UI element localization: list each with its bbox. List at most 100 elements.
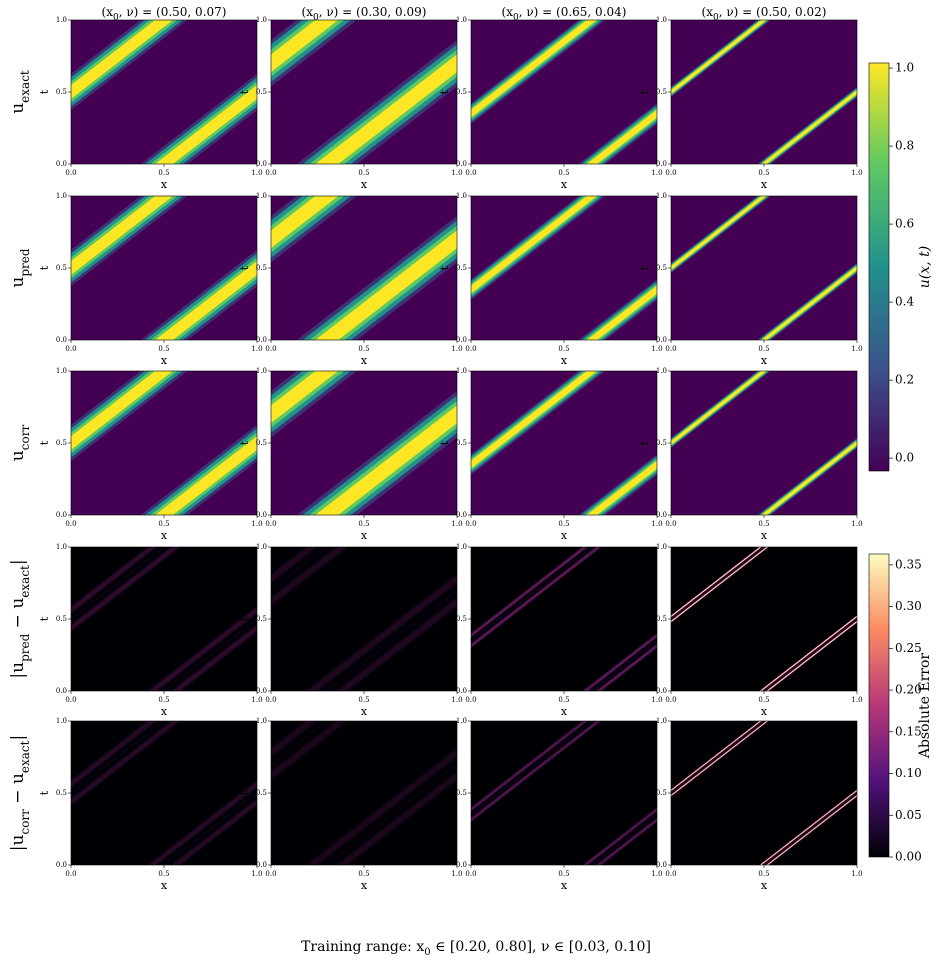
y-tick-label: 0.0 (256, 861, 267, 869)
heatmap-background (671, 20, 857, 164)
x-tick-label: 0.5 (158, 520, 169, 528)
x-tick-label: 1.0 (651, 696, 662, 704)
x-axis-label: x (361, 705, 368, 718)
column-title: (x0, ν) = (0.50, 0.02) (702, 5, 827, 23)
x-axis-label: x (761, 178, 768, 191)
x-axis-label: x (161, 705, 168, 718)
y-tick-label: 0.5 (56, 439, 67, 447)
heatmap-band (471, 547, 594, 642)
x-tick-label: 0.0 (665, 870, 676, 878)
y-tick-label: 0.0 (56, 336, 67, 344)
heatmap-bands (471, 721, 657, 865)
x-tick-label: 0.5 (558, 696, 569, 704)
x-axis-label: x (361, 354, 368, 367)
colorbar-tick-label: 0.15 (895, 724, 922, 738)
row-label: upred (8, 248, 32, 287)
x-axis-label: x (361, 879, 368, 892)
y-axis-label: t (438, 616, 451, 621)
heatmap-panel (70, 370, 258, 516)
y-tick-label: 0.5 (456, 439, 467, 447)
column-title: (x0, ν) = (0.50, 0.07) (102, 5, 227, 23)
colorbar-tick-label: 0.2 (895, 373, 914, 387)
heatmap-panel (270, 546, 458, 692)
y-tick-label: 1.0 (656, 16, 667, 24)
x-tick-label: 0.5 (158, 169, 169, 177)
x-tick-label: 0.5 (158, 696, 169, 704)
y-tick-label: 0.0 (56, 687, 67, 695)
heatmap-band (148, 781, 257, 865)
x-tick-label: 0.5 (358, 520, 369, 528)
y-tick-label: 0.0 (656, 336, 667, 344)
heatmap-band (323, 761, 457, 865)
x-tick-label: 0.5 (558, 870, 569, 878)
x-axis-label: x (161, 529, 168, 542)
x-tick-label: 0.5 (758, 169, 769, 177)
heatmap-band (334, 770, 457, 865)
y-tick-label: 0.5 (656, 789, 667, 797)
x-tick-label: 1.0 (651, 870, 662, 878)
colorbar-tick-label: 0.20 (895, 683, 922, 697)
heatmap-band (71, 721, 180, 805)
y-tick-label: 0.5 (256, 88, 267, 96)
x-tick-label: 0.5 (758, 345, 769, 353)
x-tick-label: 0.0 (465, 696, 476, 704)
colorbar-tick-label: 1.0 (895, 61, 914, 75)
heatmap-panel (470, 370, 658, 516)
colorbar-tick-label: 0.30 (895, 599, 922, 613)
heatmap-band (760, 790, 857, 865)
y-tick-label: 0.5 (256, 264, 267, 272)
heatmap-background (271, 721, 457, 865)
heatmap-band (146, 605, 257, 691)
x-tick-label: 0.0 (265, 696, 276, 704)
x-tick-label: 1.0 (851, 169, 862, 177)
x-tick-label: 1.0 (251, 169, 262, 177)
heatmap-band (148, 607, 257, 691)
x-tick-label: 1.0 (451, 169, 462, 177)
y-tick-label: 1.0 (256, 543, 267, 551)
footer-note-part: 0 (424, 947, 430, 958)
y-tick-label: 1.0 (256, 192, 267, 200)
heatmap-bands (271, 547, 457, 691)
x-tick-label: 1.0 (651, 520, 662, 528)
heatmap-panel (670, 546, 858, 692)
colorbar-tick-label: 0.0 (895, 451, 914, 465)
x-tick-label: 1.0 (451, 345, 462, 353)
heatmap-band (671, 721, 768, 796)
y-tick-label: 0.0 (256, 336, 267, 344)
heatmap-bands (471, 371, 657, 515)
heatmap-band (334, 596, 457, 691)
x-tick-label: 0.5 (358, 169, 369, 177)
heatmap-panel (70, 546, 258, 692)
heatmap-panel (270, 19, 458, 165)
y-tick-label: 1.0 (56, 367, 67, 375)
y-tick-label: 0.0 (56, 511, 67, 519)
colorbar-tick-label: 0.6 (895, 217, 914, 231)
x-tick-label: 0.5 (358, 870, 369, 878)
x-tick-label: 0.0 (465, 870, 476, 878)
y-tick-label: 0.5 (256, 789, 267, 797)
row-label-part: u (8, 277, 28, 288)
colorbar-tick-label: 0.35 (895, 557, 922, 571)
heatmap-background (71, 721, 257, 865)
x-tick-label: 0.5 (158, 870, 169, 878)
y-tick-label: 1.0 (456, 192, 467, 200)
colorbar (868, 553, 890, 858)
heatmap-background (271, 547, 457, 691)
heatmap-band (315, 405, 457, 515)
x-tick-label: 1.0 (251, 870, 262, 878)
heatmap-band (71, 547, 180, 631)
y-axis-label: t (438, 265, 451, 270)
heatmap-band (471, 721, 589, 812)
y-tick-label: 0.0 (56, 861, 67, 869)
y-tick-label: 0.5 (256, 439, 267, 447)
row-label-part: u (8, 450, 28, 461)
y-axis-label: t (638, 440, 651, 445)
heatmap-band (471, 721, 602, 823)
column-title-part: , ν) = (0.50, 0.07) (119, 5, 227, 19)
colorbar-tick-label: 0.00 (895, 850, 922, 864)
heatmap-panel (470, 19, 658, 165)
y-axis-label: t (438, 89, 451, 94)
heatmap-band (471, 371, 597, 469)
row-label-part: exact (18, 740, 32, 773)
y-tick-label: 1.0 (456, 367, 467, 375)
